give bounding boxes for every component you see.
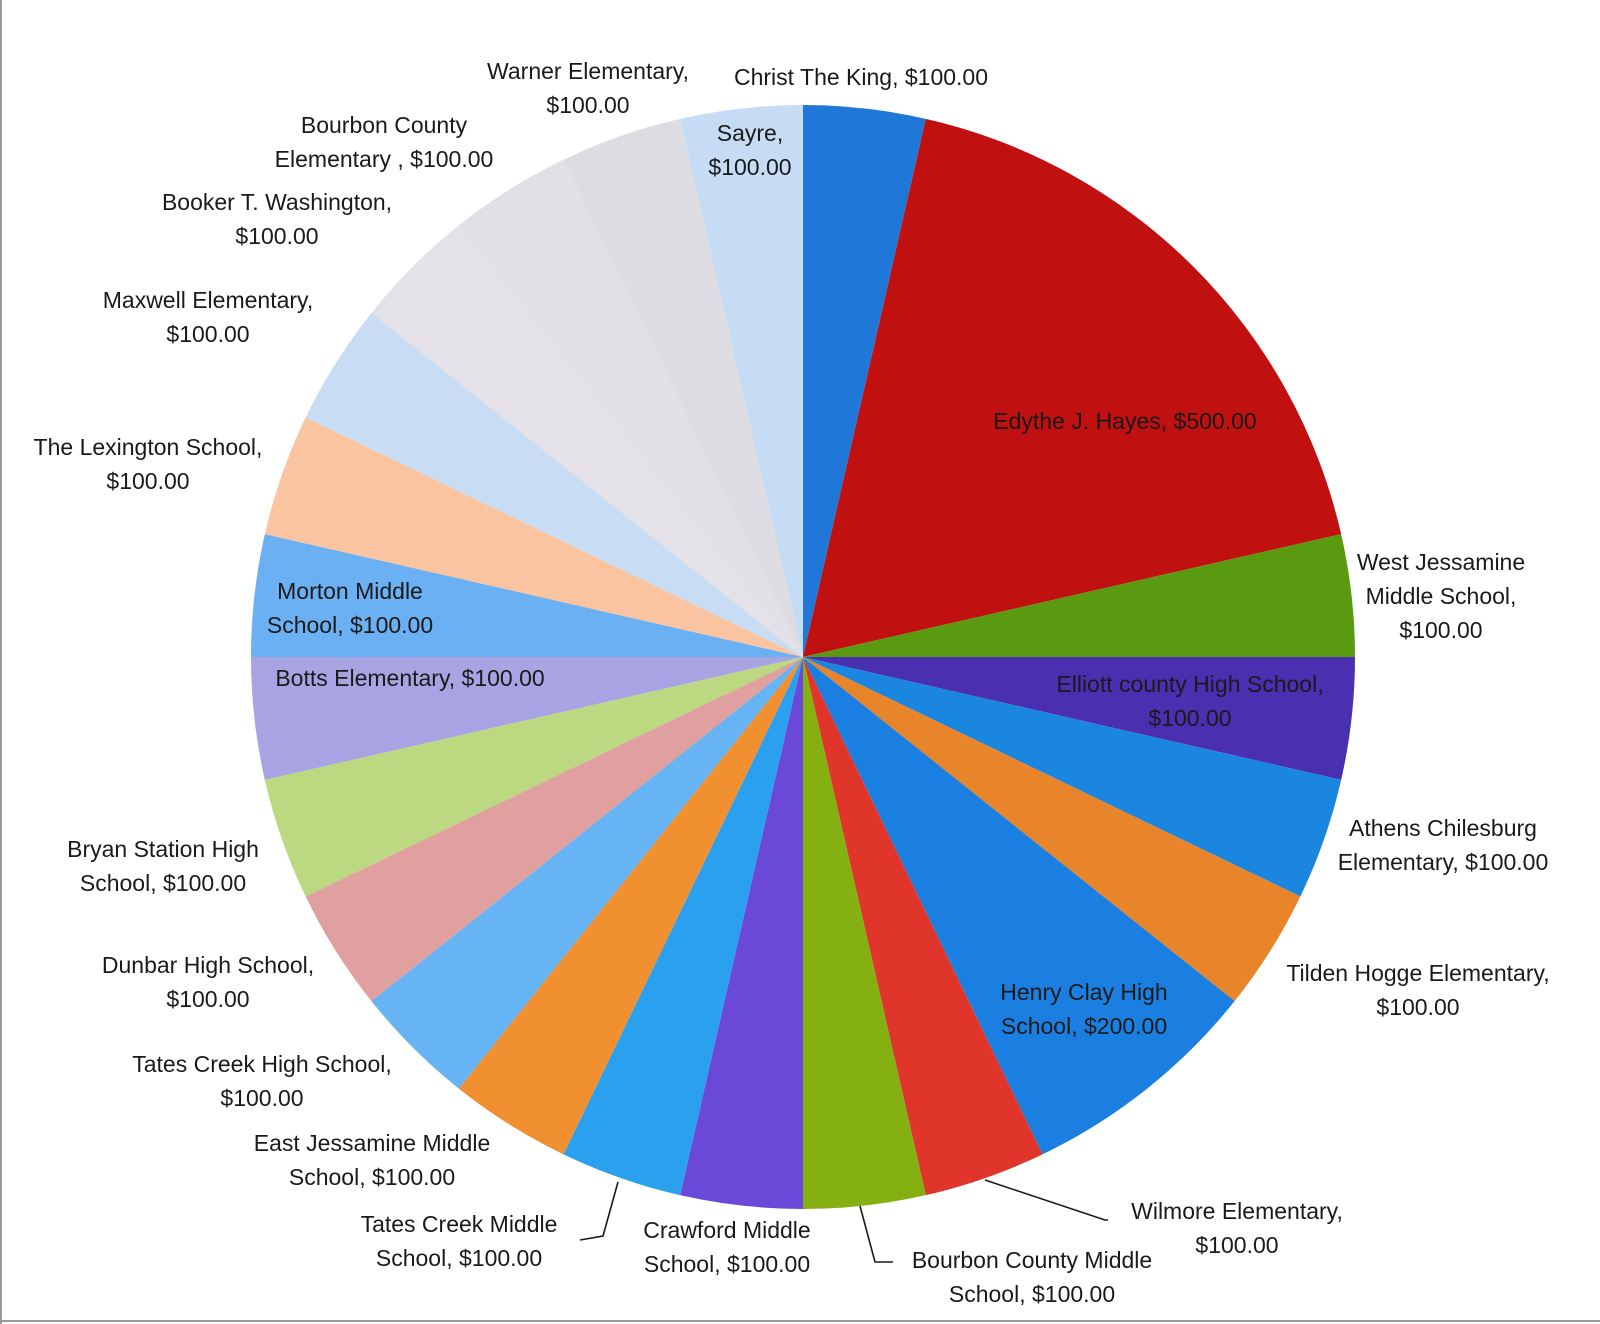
pie-slice-wilmore-elementary — [803, 657, 1043, 1196]
data-label-west-jessamine-middle-school: West Jessamine Middle School, $100.00 — [1357, 549, 1525, 643]
data-label-athens-chilesburg-elementary: Athens Chilesburg Elementary, $100.00 — [1338, 815, 1549, 875]
pie-slice-athens-chilesburg-elementary — [803, 657, 1342, 897]
data-label-line: School, $100.00 — [267, 612, 433, 638]
data-label-line: The Lexington School, — [34, 434, 263, 460]
data-label-line: School, $100.00 — [949, 1281, 1115, 1307]
data-label-bourbon-county-middle-school: Bourbon County Middle School, $100.00 — [912, 1247, 1152, 1307]
pie-slice-morton-middle-school — [251, 534, 803, 657]
data-label-line: Bourbon County Middle — [912, 1247, 1152, 1273]
data-label-line: $100.00 — [166, 986, 249, 1012]
pie-slice-bourbon-county-middle-school — [803, 657, 926, 1209]
pie-slice-crawford-middle-school — [680, 657, 803, 1209]
data-label-line: $100.00 — [220, 1085, 303, 1111]
data-label-line: $100.00 — [166, 321, 249, 347]
pie-slice-booker-t-washington — [371, 225, 803, 657]
data-label-line: Crawford Middle — [643, 1217, 810, 1243]
pie-slice-elliott-county-high-school — [803, 657, 1355, 780]
data-label-elliott-county-high-school: Elliott county High School, $100.00 — [1056, 671, 1323, 731]
data-label-line: $100.00 — [546, 92, 629, 118]
data-label-line: East Jessamine Middle — [254, 1130, 491, 1156]
data-label-line: Morton Middle — [277, 578, 423, 604]
data-label-sayre: Sayre, $100.00 — [708, 120, 791, 180]
pie-slice-tates-creek-high-school — [371, 657, 803, 1089]
data-label-botts-elementary: Botts Elementary, $100.00 — [275, 665, 544, 691]
data-label-line: Elliott county High School, — [1056, 671, 1323, 697]
data-label-line: Christ The King, $100.00 — [734, 64, 988, 90]
data-label-edythe-j-hayes: Edythe J. Hayes, $500.00 — [993, 408, 1256, 434]
data-label-line: Bourbon County — [301, 112, 468, 138]
data-label-line: Tates Creek Middle — [361, 1211, 558, 1237]
pie-slice-tilden-hogge-elementary — [803, 657, 1301, 1002]
data-label-line: Dunbar High School, — [102, 952, 314, 978]
data-label-line: $100.00 — [1148, 705, 1231, 731]
leader-wilmore-elementary — [984, 1179, 1108, 1221]
data-label-line: School, $100.00 — [644, 1251, 810, 1277]
data-label-line: $100.00 — [1399, 617, 1482, 643]
pie-slice-bourbon-county-elementary — [458, 159, 803, 658]
data-label-line: Tilden Hogge Elementary, — [1286, 960, 1549, 986]
leader-bourbon-county-middle-school — [859, 1205, 893, 1263]
leader-tates-creek-middle-school — [579, 1181, 619, 1241]
data-label-east-jessamine-middle-school: East Jessamine Middle School, $100.00 — [254, 1130, 491, 1190]
data-label-line: Sayre, — [717, 120, 783, 146]
pie-slice-henry-clay-high-school — [803, 657, 1235, 1155]
data-label-bryan-station-high-school: Bryan Station High School, $100.00 — [67, 836, 259, 896]
data-label-line: Maxwell Elementary, — [103, 287, 313, 313]
data-label-tates-creek-high-school: Tates Creek High School, $100.00 — [132, 1051, 392, 1111]
data-label-line: $100.00 — [235, 223, 318, 249]
pie-slice-sayre — [680, 105, 803, 657]
data-label-line: $100.00 — [1376, 994, 1459, 1020]
data-label-henry-clay-high-school: Henry Clay High School, $200.00 — [1000, 979, 1167, 1039]
data-label-tilden-hogge-elementary: Tilden Hogge Elementary, $100.00 — [1286, 960, 1549, 1020]
data-label-line: Tates Creek High School, — [132, 1051, 392, 1077]
data-label-line: Edythe J. Hayes, $500.00 — [993, 408, 1256, 434]
data-label-line: $100.00 — [106, 468, 189, 494]
data-label-line: Athens Chilesburg — [1349, 815, 1537, 841]
data-label-line: Elementary, $100.00 — [1338, 849, 1549, 875]
data-label-warner-elementary: Warner Elementary, $100.00 — [487, 58, 689, 118]
data-label-line: School, $100.00 — [289, 1164, 455, 1190]
pie-slice-bryan-station-high-school — [264, 657, 804, 897]
data-label-line: $100.00 — [1195, 1232, 1278, 1258]
data-label-line: Booker T. Washington, — [162, 189, 392, 215]
data-label-line: Wilmore Elementary, — [1131, 1198, 1343, 1224]
data-label-christ-the-king: Christ The King, $100.00 — [734, 64, 988, 90]
data-label-line: School, $100.00 — [376, 1245, 542, 1271]
data-label-dunbar-high-school: Dunbar High School, $100.00 — [102, 952, 314, 1012]
data-label-bourbon-county-elementary: Bourbon County Elementary , $100.00 — [275, 112, 494, 172]
pie-slice-maxwell-elementary — [305, 312, 803, 657]
data-label-maxwell-elementary: Maxwell Elementary, $100.00 — [103, 287, 313, 347]
data-label-line: Henry Clay High — [1000, 979, 1167, 1005]
pie-slice-warner-elementary — [563, 118, 803, 658]
data-label-crawford-middle-school: Crawford Middle School, $100.00 — [643, 1217, 810, 1277]
data-label-tates-creek-middle-school: Tates Creek Middle School, $100.00 — [361, 1211, 558, 1271]
data-label-line: Bryan Station High — [67, 836, 259, 862]
pie-slice-dunbar-high-school — [305, 657, 803, 1002]
data-label-morton-middle-school: Morton Middle School, $100.00 — [267, 578, 433, 638]
data-label-line: Warner Elementary, — [487, 58, 689, 84]
data-label-booker-t-washington: Booker T. Washington, $100.00 — [162, 189, 392, 249]
leader-lines — [579, 1179, 1108, 1263]
pie-slice-tates-creek-middle-school — [563, 657, 803, 1196]
pie-slice-west-jessamine-middle-school — [803, 534, 1355, 657]
data-label-the-lexington-school: The Lexington School, $100.00 — [34, 434, 263, 494]
pie-slice-the-lexington-school — [264, 417, 804, 657]
data-label-line: $100.00 — [708, 154, 791, 180]
pie-slice-christ-the-king — [803, 105, 926, 657]
pie-slice-east-jessamine-middle-school — [458, 657, 803, 1155]
pie-slices — [251, 105, 1355, 1209]
data-label-line: School, $100.00 — [80, 870, 246, 896]
pie-slice-botts-elementary — [251, 657, 803, 780]
data-label-line: Middle School, — [1366, 583, 1517, 609]
data-label-line: Elementary , $100.00 — [275, 146, 494, 172]
data-label-line: Botts Elementary, $100.00 — [275, 665, 544, 691]
slice-labels: Christ The King, $100.00 Edythe J. Hayes,… — [34, 58, 1550, 1307]
data-label-wilmore-elementary: Wilmore Elementary, $100.00 — [1131, 1198, 1343, 1258]
data-label-line: School, $200.00 — [1001, 1013, 1167, 1039]
pie-slice-edythe-j-hayes — [803, 118, 1342, 658]
data-label-line: West Jessamine — [1357, 549, 1525, 575]
